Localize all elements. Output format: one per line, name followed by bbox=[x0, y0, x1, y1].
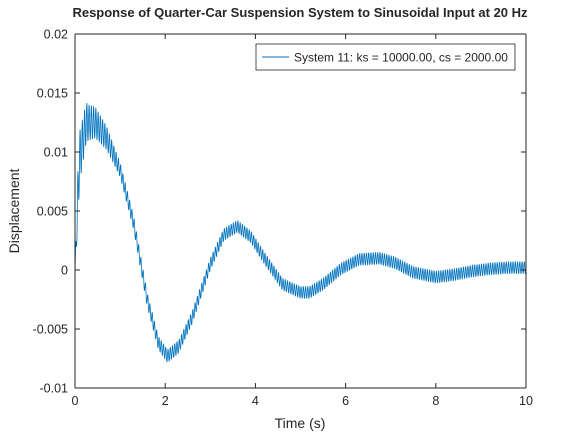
y-axis-label: Displacement bbox=[6, 168, 22, 253]
x-tick-label: 8 bbox=[432, 394, 439, 408]
chart-title: Response of Quarter-Car Suspension Syste… bbox=[72, 5, 528, 20]
y-tick-label: -0.01 bbox=[40, 382, 69, 396]
y-tick-label: 0 bbox=[61, 264, 68, 278]
y-tick-label: 0.005 bbox=[37, 205, 68, 219]
y-tick-label: 0.015 bbox=[37, 87, 68, 101]
x-tick-label: 10 bbox=[519, 394, 533, 408]
series-layer bbox=[74, 102, 527, 363]
legend: System 11: ks = 10000.00, cs = 2000.00 bbox=[255, 43, 516, 71]
legend-box bbox=[255, 43, 516, 71]
y-tick-label: 0.02 bbox=[44, 28, 68, 42]
legend-entry-label: System 11: ks = 10000.00, cs = 2000.00 bbox=[294, 51, 508, 65]
x-axis-label: Time (s) bbox=[275, 415, 326, 431]
y-tick-label: 0.01 bbox=[44, 146, 68, 160]
x-tick-label: 6 bbox=[342, 394, 349, 408]
tick-layer: 0 2 4 6 8 10 -0.01 -0.005 0 0.005 0.01 0.015 0.02 bbox=[33, 28, 533, 409]
x-tick-label: 2 bbox=[162, 394, 169, 408]
x-tick-label: 4 bbox=[252, 394, 259, 408]
plot-area bbox=[75, 34, 526, 388]
y-tick-label: -0.005 bbox=[33, 323, 68, 337]
series-line-0 bbox=[74, 102, 527, 363]
x-tick-label: 0 bbox=[72, 394, 79, 408]
